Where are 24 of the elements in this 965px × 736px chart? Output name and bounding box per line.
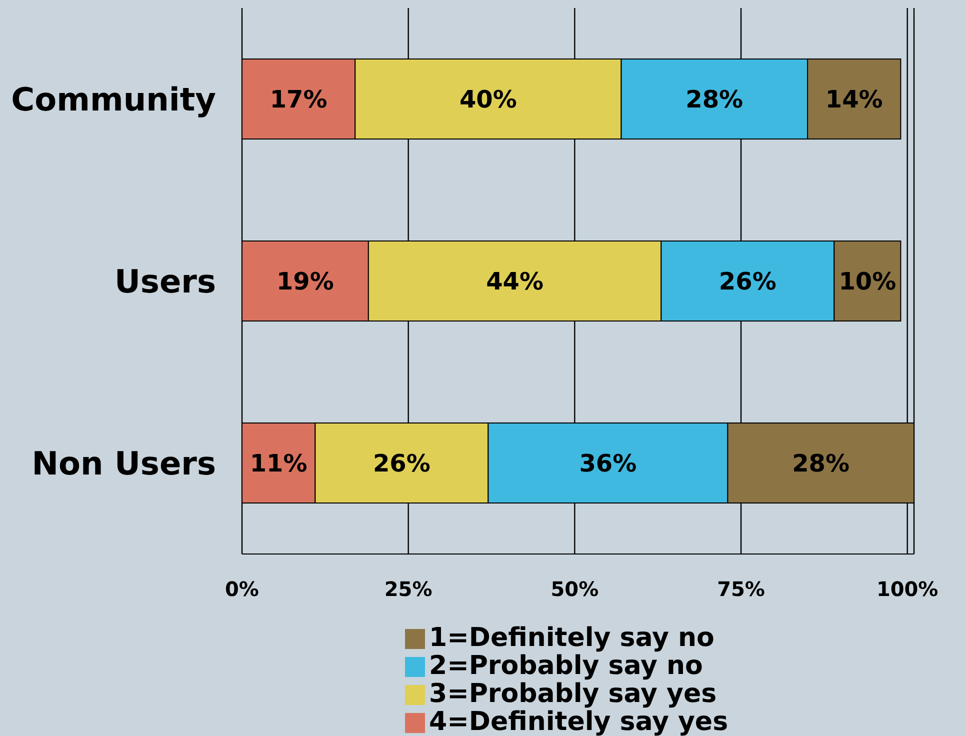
legend-label: 3=Probably say yes (429, 679, 717, 709)
y-tick-label: Community (11, 80, 216, 118)
x-tick-label: 100% (876, 577, 938, 602)
y-tick-label: Users (114, 262, 216, 300)
data-label: 44% (486, 267, 544, 296)
legend-label: 1=Definitely say no (429, 623, 714, 653)
data-label: 17% (270, 85, 328, 114)
data-label: 28% (792, 449, 850, 478)
data-label: 19% (276, 267, 334, 296)
y-tick-label: Non Users (32, 444, 216, 482)
data-label: 10% (838, 267, 896, 296)
data-label: 26% (372, 449, 430, 478)
data-label: 40% (459, 85, 517, 114)
x-tick-label: 75% (717, 577, 765, 602)
legend-label: 2=Probably say no (429, 651, 703, 681)
data-label: 14% (825, 85, 883, 114)
legend-label: 4=Definitely say yes (429, 707, 728, 736)
data-label: 26% (718, 267, 776, 296)
data-label: 11% (250, 449, 308, 478)
data-label: 36% (579, 449, 637, 478)
x-tick-label: 25% (384, 577, 432, 602)
x-tick-label: 0% (225, 577, 259, 602)
x-tick-label: 50% (550, 577, 599, 602)
data-label: 28% (686, 85, 744, 114)
